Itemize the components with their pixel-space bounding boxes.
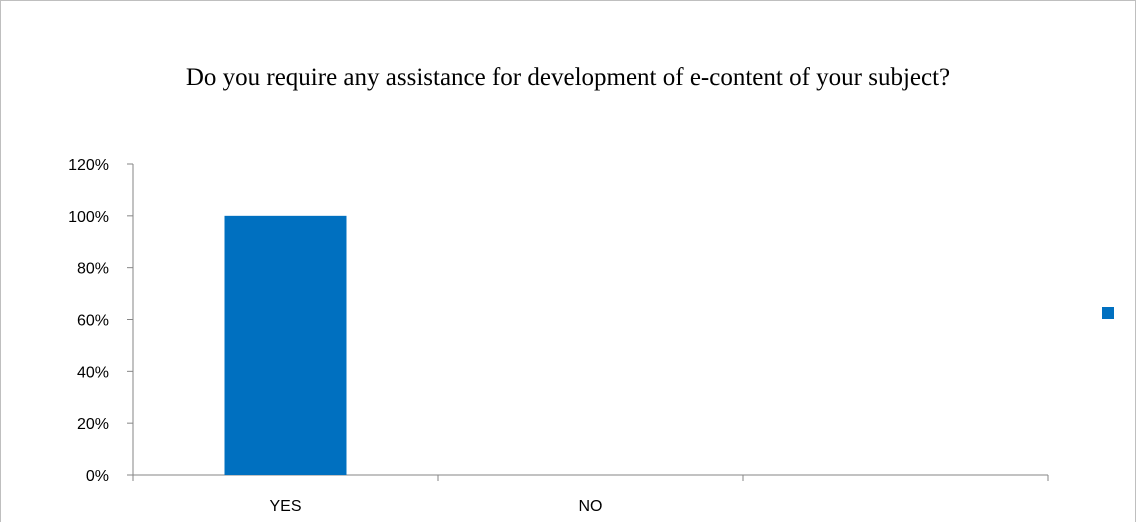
x-tick-label: NO — [579, 498, 603, 515]
y-tick-label: 20% — [77, 416, 109, 433]
y-tick-label: 0% — [86, 468, 109, 485]
y-tick-label: 120% — [68, 157, 109, 174]
y-tick-label: 80% — [77, 261, 109, 278]
x-tick-label: YES — [269, 498, 301, 515]
y-tick-label: 60% — [77, 313, 109, 330]
legend-marker — [1102, 307, 1114, 319]
y-tick-label: 40% — [77, 364, 109, 381]
chart-title: Do you require any assistance for develo… — [185, 64, 951, 91]
bar — [224, 215, 347, 476]
y-tick-label: 100% — [68, 209, 109, 226]
